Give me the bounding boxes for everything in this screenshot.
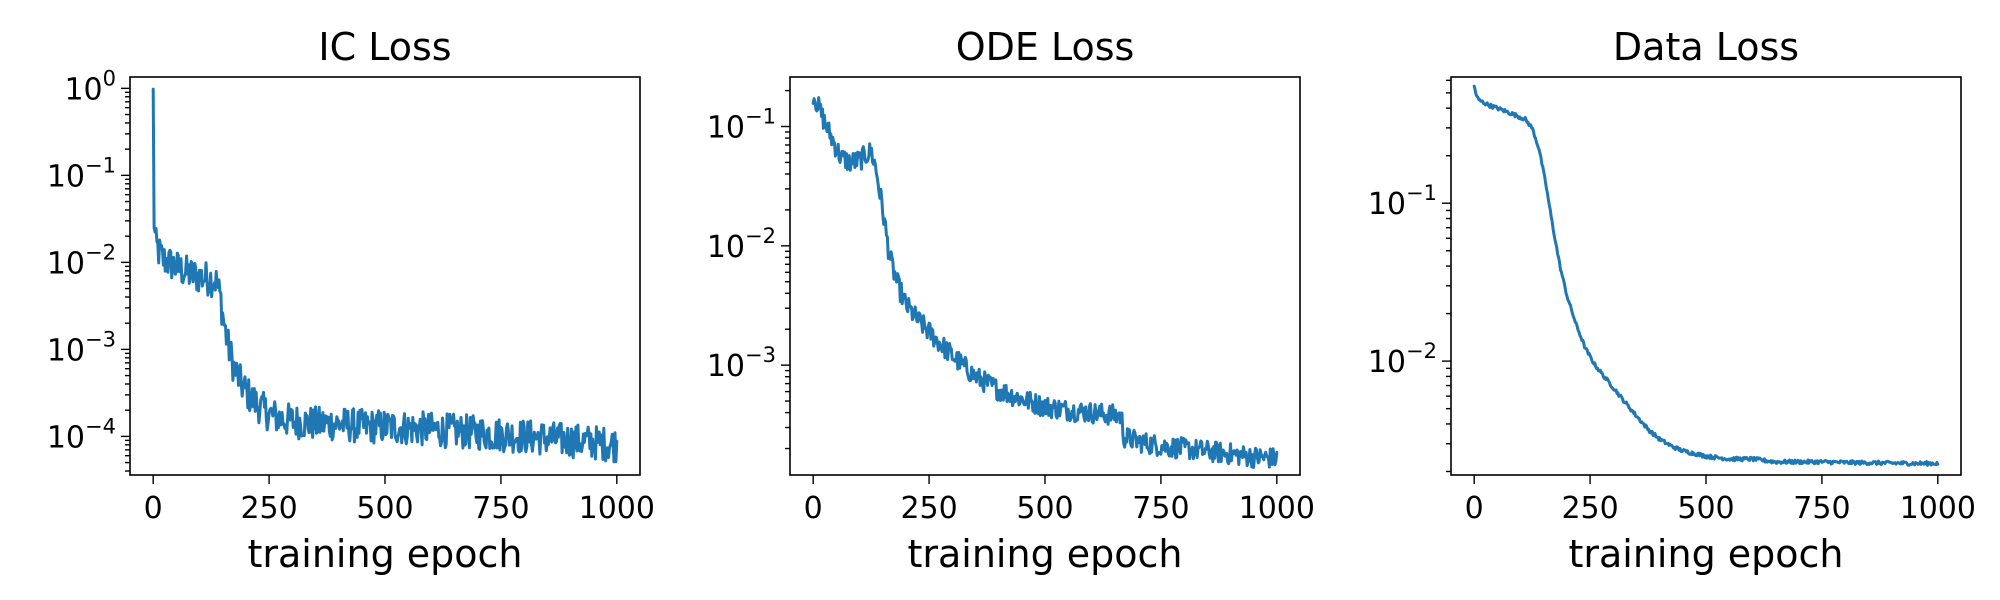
x-tick-label: 250 xyxy=(1561,491,1618,526)
y-tick-exponent: −3 xyxy=(85,327,116,351)
chart-title: Data Loss xyxy=(1613,25,1799,69)
y-tick-base: 10 xyxy=(707,111,745,146)
y-tick-label: 10−1 xyxy=(1368,181,1437,222)
x-axis-label: training epoch xyxy=(1568,532,1843,576)
y-tick-label: 10−1 xyxy=(47,153,116,194)
x-tick-label: 750 xyxy=(1793,491,1850,526)
y-tick-base: 10 xyxy=(1368,187,1406,222)
x-tick-label: 0 xyxy=(1465,491,1484,526)
x-tick-label: 250 xyxy=(900,491,957,526)
y-tick-label: 10−2 xyxy=(707,224,776,265)
x-tick-label: 0 xyxy=(144,491,163,526)
x-tick-label: 500 xyxy=(1677,491,1734,526)
y-tick-label: 10−2 xyxy=(47,240,116,281)
chart-title: IC Loss xyxy=(318,25,451,69)
x-tick-label: 1000 xyxy=(1900,491,1976,526)
x-tick-label: 500 xyxy=(356,491,413,526)
y-tick-label: 10−3 xyxy=(707,343,776,384)
x-tick-label: 250 xyxy=(240,491,297,526)
y-tick-base: 10 xyxy=(707,230,745,265)
y-tick-label: 10−3 xyxy=(47,327,116,368)
y-tick-base: 10 xyxy=(707,349,745,384)
y-tick-exponent: −4 xyxy=(85,414,116,438)
x-tick-label: 750 xyxy=(472,491,529,526)
y-tick-label: 100 xyxy=(64,66,116,107)
y-tick-exponent: −2 xyxy=(745,224,776,248)
y-tick-label: 10−1 xyxy=(707,105,776,146)
y-tick-label: 10−2 xyxy=(1368,339,1437,380)
y-tick-base: 10 xyxy=(47,333,85,368)
plot-frame xyxy=(1450,76,1962,476)
series-line xyxy=(811,96,1279,469)
y-tick-exponent: −1 xyxy=(1406,181,1437,205)
y-tick-exponent: −3 xyxy=(745,343,776,367)
x-tick-label: 1000 xyxy=(1239,491,1315,526)
x-tick-label: 750 xyxy=(1132,491,1189,526)
y-tick-exponent: −2 xyxy=(1406,339,1437,363)
chart-title: ODE Loss xyxy=(956,25,1135,69)
x-axis-label: training epoch xyxy=(907,532,1182,576)
y-tick-base: 10 xyxy=(1368,345,1406,380)
series-line xyxy=(1472,84,1940,467)
y-tick-label: 10−4 xyxy=(47,414,116,455)
x-axis-label: training epoch xyxy=(247,532,522,576)
y-tick-exponent: −1 xyxy=(85,153,116,177)
y-tick-base: 10 xyxy=(64,72,102,107)
y-tick-exponent: −2 xyxy=(85,240,116,264)
x-tick-label: 500 xyxy=(1016,491,1073,526)
y-tick-exponent: 0 xyxy=(103,66,116,90)
y-tick-exponent: −1 xyxy=(745,105,776,129)
plot-frame xyxy=(789,76,1301,476)
x-tick-label: 0 xyxy=(804,491,823,526)
series-line xyxy=(151,87,619,464)
y-tick-base: 10 xyxy=(47,246,85,281)
y-tick-base: 10 xyxy=(47,159,85,194)
y-tick-base: 10 xyxy=(47,420,85,455)
x-tick-label: 1000 xyxy=(579,491,655,526)
